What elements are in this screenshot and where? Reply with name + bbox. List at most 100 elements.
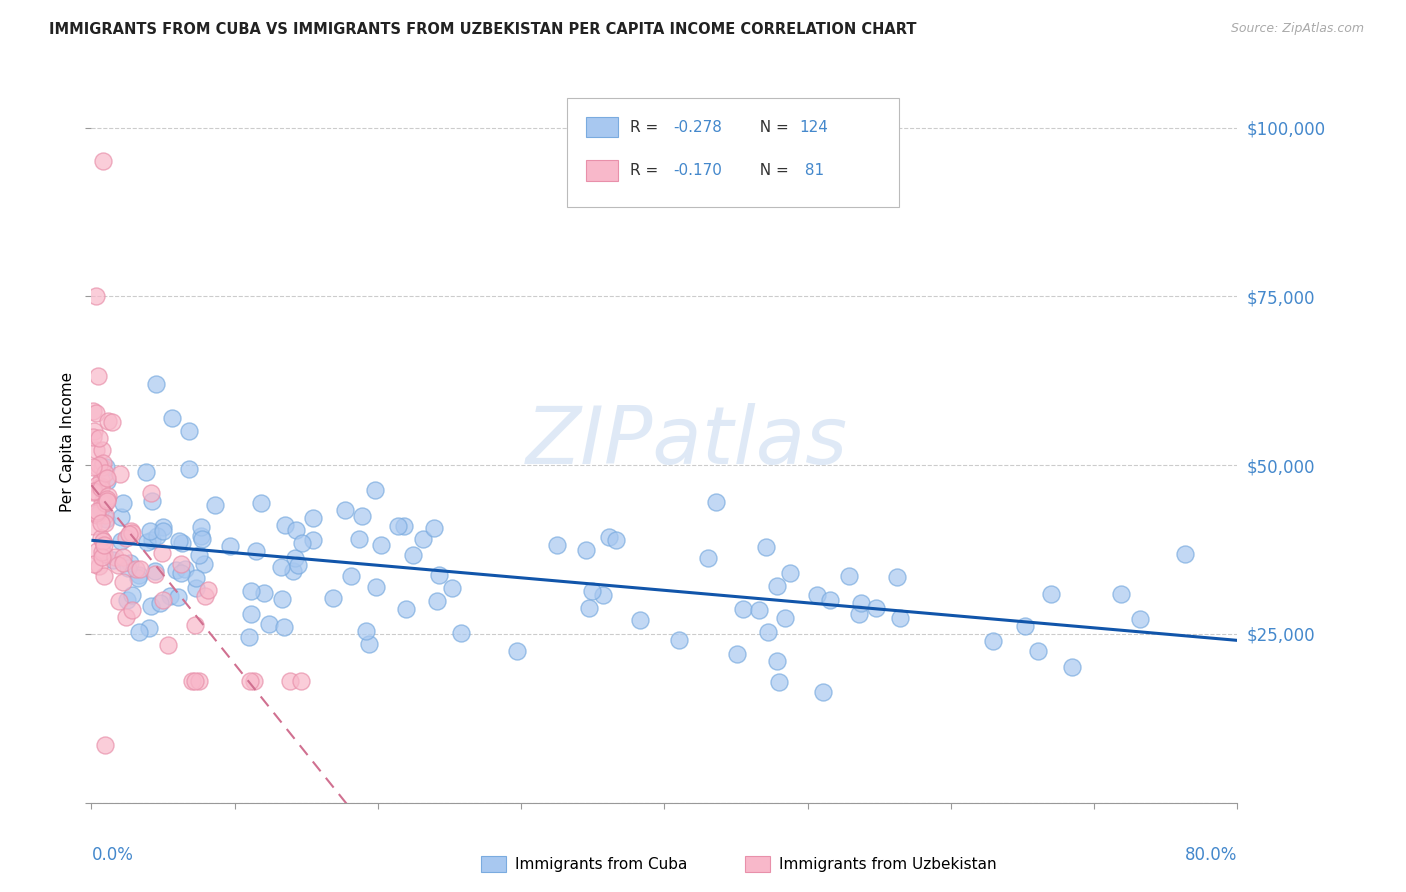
Point bbox=[128, 562, 150, 576]
Point bbox=[273, 619, 295, 633]
Text: -0.278: -0.278 bbox=[673, 120, 723, 135]
Point bbox=[82, 430, 104, 444]
Point bbox=[93, 569, 115, 583]
Text: -0.170: -0.170 bbox=[673, 163, 723, 178]
Point bbox=[886, 570, 908, 584]
Point bbox=[270, 559, 292, 574]
Point bbox=[91, 154, 114, 169]
Point bbox=[111, 556, 134, 570]
Point bbox=[290, 674, 312, 689]
Point bbox=[748, 602, 770, 616]
Point bbox=[284, 523, 307, 537]
Text: N =: N = bbox=[751, 120, 794, 135]
Point bbox=[93, 534, 115, 549]
Point bbox=[167, 590, 190, 604]
Point bbox=[779, 566, 801, 580]
Point bbox=[422, 521, 444, 535]
Point bbox=[94, 466, 117, 480]
Point bbox=[93, 534, 115, 549]
Point bbox=[86, 508, 108, 522]
Point bbox=[89, 431, 111, 445]
Point bbox=[108, 594, 131, 608]
Text: 80.0%: 80.0% bbox=[1185, 847, 1237, 864]
Point bbox=[118, 527, 141, 541]
Point bbox=[302, 533, 325, 547]
Point bbox=[281, 564, 304, 578]
Point bbox=[387, 519, 409, 533]
Text: Source: ZipAtlas.com: Source: ZipAtlas.com bbox=[1230, 22, 1364, 36]
Point bbox=[143, 566, 166, 581]
Text: 0.0%: 0.0% bbox=[91, 847, 134, 864]
Point bbox=[756, 625, 779, 640]
Point bbox=[94, 739, 117, 753]
Point bbox=[86, 460, 108, 475]
Bar bbox=[745, 856, 769, 872]
Point bbox=[1026, 644, 1049, 658]
Point bbox=[87, 559, 110, 574]
Point bbox=[848, 607, 870, 621]
Point bbox=[91, 550, 114, 565]
Point bbox=[94, 460, 117, 475]
Point bbox=[94, 508, 117, 522]
Bar bbox=[586, 117, 619, 137]
Point bbox=[287, 558, 309, 573]
Point bbox=[96, 470, 118, 484]
Point bbox=[82, 460, 104, 475]
Point bbox=[412, 532, 434, 546]
Point bbox=[143, 564, 166, 578]
Point bbox=[190, 520, 212, 534]
Text: IMMIGRANTS FROM CUBA VS IMMIGRANTS FROM UZBEKISTAN PER CAPITA INCOME CORRELATION: IMMIGRANTS FROM CUBA VS IMMIGRANTS FROM … bbox=[49, 22, 917, 37]
Point bbox=[768, 674, 790, 689]
Point bbox=[838, 568, 860, 582]
Point bbox=[91, 493, 114, 508]
Point bbox=[115, 610, 138, 624]
Point bbox=[128, 625, 150, 640]
Point bbox=[392, 518, 415, 533]
Point bbox=[179, 462, 201, 476]
Point bbox=[159, 590, 181, 604]
Point bbox=[245, 544, 267, 558]
Point bbox=[87, 458, 110, 472]
Point bbox=[112, 574, 135, 589]
Point bbox=[704, 495, 727, 509]
Point bbox=[1111, 587, 1133, 601]
Point bbox=[160, 411, 183, 425]
Point bbox=[86, 477, 108, 491]
Point bbox=[121, 525, 143, 540]
Point bbox=[628, 613, 651, 627]
Point bbox=[186, 571, 208, 585]
Point bbox=[170, 566, 193, 581]
Point bbox=[141, 486, 163, 500]
Point bbox=[725, 647, 748, 661]
Point bbox=[193, 558, 215, 572]
Point bbox=[90, 531, 112, 545]
Point bbox=[806, 587, 828, 601]
Text: R =: R = bbox=[630, 163, 664, 178]
Point bbox=[141, 494, 163, 508]
Point bbox=[91, 456, 114, 470]
Point bbox=[117, 592, 139, 607]
Point bbox=[546, 537, 568, 551]
Point bbox=[96, 493, 118, 508]
Point bbox=[278, 674, 301, 689]
Point bbox=[115, 531, 138, 545]
Point bbox=[1014, 619, 1036, 633]
Point bbox=[152, 592, 174, 607]
Point bbox=[84, 406, 107, 420]
Point bbox=[505, 644, 527, 658]
Point bbox=[128, 568, 150, 582]
Point bbox=[149, 596, 172, 610]
Point bbox=[93, 538, 115, 552]
Point bbox=[191, 532, 214, 546]
Point bbox=[605, 533, 627, 548]
Point bbox=[141, 599, 163, 614]
Point bbox=[83, 484, 105, 499]
Point bbox=[322, 591, 344, 605]
Point bbox=[121, 588, 143, 602]
Point bbox=[112, 496, 135, 510]
Point bbox=[301, 510, 323, 524]
Point bbox=[127, 571, 149, 585]
Point bbox=[150, 546, 173, 560]
Point bbox=[135, 465, 157, 479]
Point bbox=[83, 424, 105, 438]
